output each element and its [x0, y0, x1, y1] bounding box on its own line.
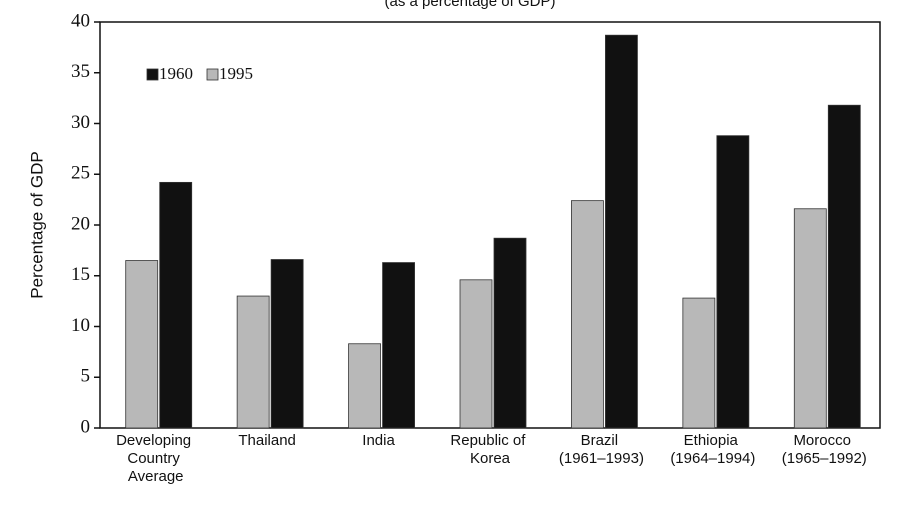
y-tick-label: 0: [81, 416, 91, 437]
legend-label: 1960: [159, 64, 193, 83]
y-tick-label: 5: [81, 366, 91, 387]
bar: [236, 295, 270, 429]
x-tick-label: Thailand: [238, 432, 296, 449]
y-tick-label: 25: [71, 163, 90, 184]
y-tick-label: 40: [71, 10, 90, 31]
bar: [827, 104, 861, 429]
y-tick-label: 35: [71, 61, 90, 82]
legend-swatch: [146, 68, 159, 81]
bar: [270, 259, 304, 429]
y-tick-label: 30: [71, 112, 90, 133]
x-tick-label: Ethiopia (1964–1994): [670, 432, 755, 467]
y-tick-label: 20: [71, 213, 90, 234]
legend-swatch: [206, 68, 219, 81]
bar: [793, 208, 827, 429]
bar: [382, 262, 415, 429]
y-tick-label: 15: [71, 264, 90, 285]
x-tick-label: Republic of Korea: [450, 432, 529, 467]
chart-subtitle: (as a percentage of GDP): [385, 0, 556, 10]
bar: [682, 297, 716, 429]
bar: [125, 260, 159, 429]
bar: [605, 34, 638, 429]
bar: [493, 237, 527, 429]
x-tick-label: Brazil (1961–1993): [559, 432, 644, 467]
bar: [348, 343, 381, 429]
bar: [459, 279, 493, 429]
bar: [716, 135, 750, 429]
bar: [159, 181, 193, 429]
x-tick-label: Morocco (1965–1992): [782, 432, 867, 467]
x-tick-label: Developing Country Average: [116, 432, 195, 485]
legend-label: 1995: [219, 64, 253, 83]
y-axis-label: Percentage of GDP: [27, 151, 46, 298]
bar: [571, 200, 604, 429]
y-tick-label: 10: [71, 315, 90, 336]
x-tick-label: India: [362, 432, 395, 449]
